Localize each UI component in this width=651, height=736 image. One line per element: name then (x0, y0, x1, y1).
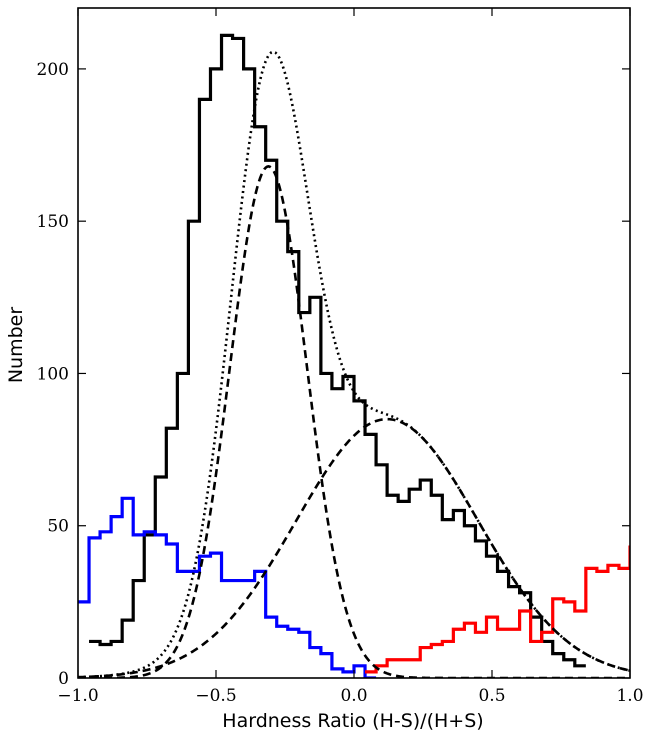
x-tick-label: 1.0 (616, 686, 643, 706)
x-tick-label: −0.5 (195, 686, 236, 706)
gaussian-component-curve-4 (78, 417, 630, 678)
x-tick-label: 0.5 (478, 686, 505, 706)
y-tick-label: 50 (47, 517, 69, 537)
y-tick-label: 100 (37, 364, 69, 384)
histogram-series-2 (365, 545, 630, 674)
x-tick-label: −1.0 (57, 686, 98, 706)
y-tick-label: 200 (37, 60, 69, 80)
gaussian-component-curve-3 (78, 165, 630, 678)
y-tick-label: 150 (37, 212, 69, 232)
histogram-series-0 (89, 33, 586, 668)
total-fit-curve-5 (78, 50, 630, 678)
plot-area: −1.0 −0.5 0.0 0.5 1.0 0 50 100 150 200 (37, 7, 644, 706)
y-axis-label: Number (5, 307, 27, 384)
x-axis-label: Hardness Ratio (H-S)/(H+S) (222, 710, 483, 732)
histogram-series-1 (78, 496, 377, 678)
plot-frame (77, 7, 631, 679)
y-tick-label: 0 (58, 669, 69, 689)
x-tick-label: 0.0 (340, 686, 367, 706)
